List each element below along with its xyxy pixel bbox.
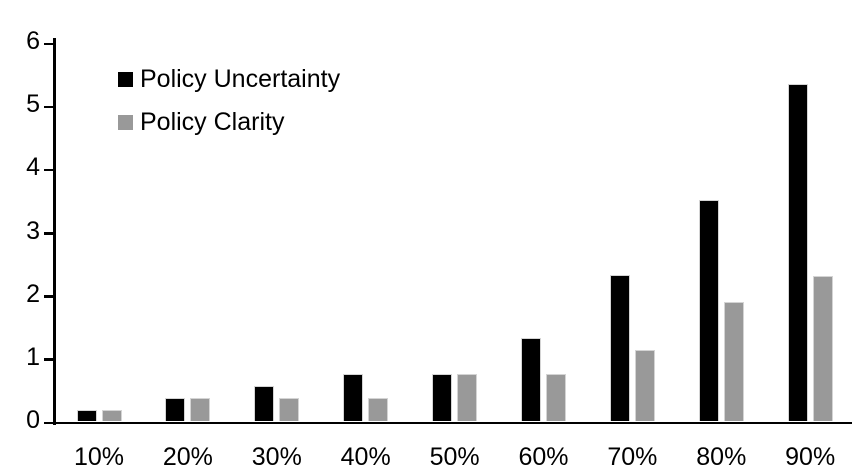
y-tick-0 xyxy=(44,421,56,424)
x-tick-label-40%: 40% xyxy=(340,443,391,471)
y-tick-label-0: 0 xyxy=(26,406,40,434)
bar-policy-clarity-40% xyxy=(368,397,389,422)
legend-item-policy-clarity: Policy Clarity xyxy=(118,109,340,135)
bar-policy-uncertainty-90% xyxy=(787,83,808,422)
x-axis-line xyxy=(44,421,852,424)
bar-policy-clarity-90% xyxy=(812,276,833,422)
x-tick-label-90%: 90% xyxy=(785,443,836,471)
y-tick-label-4: 4 xyxy=(26,153,40,182)
bar-policy-uncertainty-40% xyxy=(343,374,364,422)
x-tick-label-20%: 20% xyxy=(162,443,213,471)
x-tick-label-10%: 10% xyxy=(73,443,125,471)
y-tick-4 xyxy=(44,168,56,172)
x-tick-label-60%: 60% xyxy=(518,443,569,471)
bar-policy-uncertainty-30% xyxy=(254,386,275,422)
x-tick-label-70%: 70% xyxy=(607,443,658,471)
y-tick-label-5: 5 xyxy=(26,90,40,119)
y-tick-2 xyxy=(44,295,56,298)
x-tick-label-50%: 50% xyxy=(429,443,480,471)
bar-policy-clarity-30% xyxy=(279,397,300,422)
y-tick-label-6: 6 xyxy=(26,27,40,56)
y-tick-label-3: 3 xyxy=(26,216,40,245)
x-tick-label-80%: 80% xyxy=(696,443,747,471)
y-tick-6 xyxy=(44,42,56,46)
bar-policy-clarity-70% xyxy=(634,350,655,422)
bar-policy-uncertainty-20% xyxy=(165,398,186,422)
bar-policy-clarity-20% xyxy=(190,398,211,422)
bar-policy-clarity-80% xyxy=(723,301,744,422)
y-axis-line xyxy=(53,37,56,425)
bar-policy-uncertainty-80% xyxy=(698,200,719,422)
y-tick-label-2: 2 xyxy=(26,279,40,308)
bar-policy-uncertainty-10% xyxy=(76,410,97,422)
legend: Policy Uncertainty Policy Clarity xyxy=(118,66,340,135)
bar-policy-clarity-50% xyxy=(457,374,478,422)
bar-policy-uncertainty-70% xyxy=(609,274,630,422)
bar-policy-uncertainty-60% xyxy=(521,338,541,422)
bar-policy-clarity-60% xyxy=(546,373,566,422)
bar-policy-uncertainty-50% xyxy=(432,373,453,422)
legend-label-policy-uncertainty: Policy Uncertainty xyxy=(140,65,341,93)
y-tick-5 xyxy=(44,105,56,109)
bar-policy-clarity-10% xyxy=(101,410,122,422)
legend-swatch-policy-clarity-icon xyxy=(118,114,133,130)
x-tick-label-30%: 30% xyxy=(251,443,302,471)
y-tick-3 xyxy=(44,232,56,235)
y-tick-label-1: 1 xyxy=(26,342,40,371)
legend-label-policy-clarity: Policy Clarity xyxy=(140,108,285,136)
y-tick-1 xyxy=(44,358,56,361)
legend-swatch-policy-uncertainty-icon xyxy=(118,71,133,87)
legend-item-policy-uncertainty: Policy Uncertainty xyxy=(118,66,340,92)
